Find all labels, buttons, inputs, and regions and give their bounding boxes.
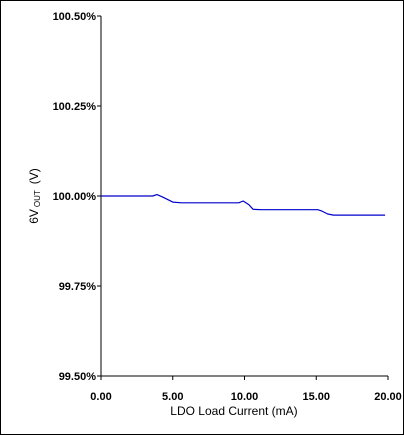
x-tick-label: 5.00 [162, 391, 183, 403]
y-axis-title-subscript: OUT [33, 190, 42, 207]
y-tick-label: 100.25% [53, 101, 97, 113]
x-tick-label: 20.00 [374, 391, 402, 403]
y-axis-title-main: 6V [27, 209, 41, 224]
y-tick-label: 100.00% [53, 191, 97, 203]
y-tick-label: 99.50% [59, 371, 97, 383]
y-axis-ticks: 100.50% 100.25% 100.00% 99.75% 99.50% [53, 11, 101, 383]
x-tick-label: 0.00 [90, 391, 111, 403]
y-tick-label: 99.75% [59, 281, 97, 293]
series-layer [101, 194, 386, 216]
y-tick-label: 100.50% [53, 11, 97, 23]
y-axis-title-unit: (V) [27, 168, 41, 184]
x-axis-title: LDO Load Current (mA) [170, 404, 297, 418]
x-axis-ticks: 0.00 5.00 10.00 15.00 20.00 [90, 376, 402, 403]
x-tick-label: 10.00 [231, 391, 259, 403]
y-axis-title: 6V OUT (V) [27, 168, 42, 224]
series-line [101, 194, 386, 216]
x-tick-label: 15.00 [302, 391, 330, 403]
